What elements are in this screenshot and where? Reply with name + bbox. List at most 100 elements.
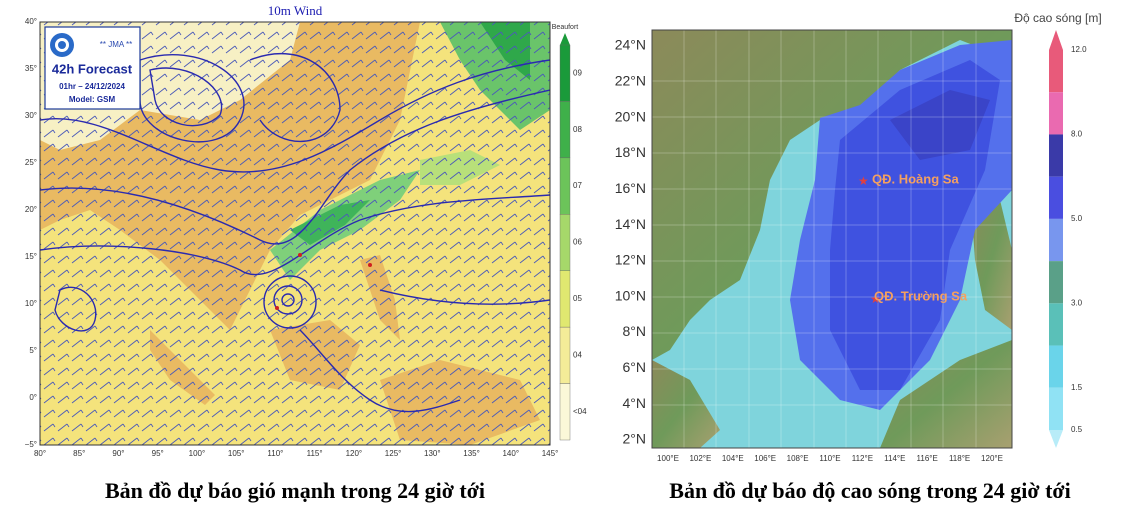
wave-map: ★ ★ QĐ. Hoàng Sa QĐ. Trường Sa <box>652 30 1012 448</box>
colorbar-segment <box>559 214 571 271</box>
lat-label: 35° <box>25 64 37 73</box>
colorbar-label: 05 <box>573 294 582 303</box>
colorbar-label: 3.0 <box>1071 298 1083 307</box>
colorbar-title: Beaufort <box>552 24 579 31</box>
map-frame <box>651 29 1013 449</box>
colorbar-segment <box>1049 92 1063 135</box>
lat-label: 10°N <box>615 287 646 303</box>
lon-label: 95° <box>152 449 164 458</box>
caption: Bản đồ dự báo độ cao sóng trong 24 giờ t… <box>669 478 1070 503</box>
lat-label: 0° <box>29 393 37 402</box>
lat-label: 15° <box>25 252 37 261</box>
lat-label: 5° <box>29 346 37 355</box>
badge-model: Model: GSM <box>69 95 116 104</box>
colorbar-segment <box>1049 50 1063 93</box>
lon-label: 108°E <box>787 454 809 463</box>
lat-label: 20°N <box>615 108 646 124</box>
lon-label: 112°E <box>852 454 873 463</box>
lat-label: 4°N <box>623 395 647 411</box>
colorbar-segment <box>1049 176 1063 219</box>
wind-map <box>40 22 550 445</box>
lon-label: 104°E <box>722 454 744 463</box>
colorbar-segment <box>559 383 571 441</box>
lat-label: 6°N <box>623 359 647 375</box>
colorbar-segment <box>559 157 571 215</box>
lon-label: 135° <box>463 449 480 458</box>
colorbar-segment <box>1049 218 1063 262</box>
badge-agency: ** JMA ** <box>100 40 132 49</box>
lon-label: 102°E <box>689 454 711 463</box>
lon-label: 116°E <box>917 454 938 463</box>
colorbar-title: Độ cao sóng [m] <box>1014 11 1101 25</box>
lon-label: 110° <box>267 449 283 458</box>
beaufort-colorbar: 09 08 07 06 05 04 <04 <box>559 33 587 441</box>
lat-label: 30° <box>25 111 37 120</box>
place-label: QĐ. Trường Sa <box>874 288 968 303</box>
colorbar-label: <04 <box>573 407 587 416</box>
lat-label: 22°N <box>615 73 646 89</box>
colorbar-label: 06 <box>573 238 582 247</box>
lon-label: 80° <box>34 449 46 458</box>
lon-label: 118°E <box>949 454 970 463</box>
lat-label: 16°N <box>615 180 646 196</box>
colorbar-arrow <box>1049 30 1063 50</box>
lon-label: 110°E <box>819 454 840 463</box>
badge-forecast: 42h Forecast <box>52 61 133 76</box>
lon-label: 114°E <box>884 454 905 463</box>
colorbar-label: 0.5 <box>1071 425 1083 434</box>
lon-label: 106°E <box>754 454 776 463</box>
lat-label: 8°N <box>623 323 647 339</box>
colorbar-segment <box>1049 134 1063 177</box>
lon-label: 120° <box>346 449 363 458</box>
colorbar-segment <box>1049 261 1063 304</box>
lon-label: 120°E <box>981 454 1003 463</box>
marker: ★ <box>858 174 869 188</box>
colorbar-segment <box>1049 387 1063 430</box>
map-title: 10m Wind <box>268 3 323 18</box>
lon-label: 90° <box>112 449 124 458</box>
lon-label: 125° <box>385 449 402 458</box>
colorbar-arrow <box>560 33 570 45</box>
colorbar-label: 04 <box>573 350 582 359</box>
colorbar-label: 8.0 <box>1071 130 1083 139</box>
lat-label: 24°N <box>615 37 646 53</box>
colorbar-segment <box>1049 303 1063 346</box>
lat-label: 10° <box>25 299 37 308</box>
colorbar-label: 09 <box>573 68 582 77</box>
wave-colorbar: 12.0 8.0 5.0 3.0 1.5 0.5 <box>1049 30 1087 448</box>
colorbar-label: 12.0 <box>1071 45 1087 54</box>
lon-label: 145° <box>542 449 559 458</box>
lat-label: 2°N <box>623 431 647 447</box>
lat-label: 40° <box>25 17 37 26</box>
lon-label: 130° <box>424 449 441 458</box>
colorbar-segment <box>1049 345 1063 388</box>
lon-label: 85° <box>73 449 85 458</box>
axis-labels: 80° 85° 90° 95° 100° 105° 110° 115° 120° 125° 130°… <box>25 17 1003 463</box>
colorbar-arrow <box>1049 430 1063 448</box>
colorbar-label: 08 <box>573 125 582 134</box>
marker: ★ <box>870 292 881 306</box>
place-label: QĐ. Hoàng Sa <box>872 171 959 186</box>
map-frame <box>39 21 551 446</box>
colorbar-segment <box>559 270 571 328</box>
lat-label: 12°N <box>615 252 646 268</box>
lon-label: 100°E <box>657 454 679 463</box>
lon-label: 105° <box>228 449 245 458</box>
lon-label: 115° <box>307 449 323 458</box>
colorbar-label: 5.0 <box>1071 214 1083 223</box>
caption: Bản đồ dự báo gió mạnh trong 24 giờ tới <box>105 478 485 503</box>
colorbar-segment <box>559 101 571 159</box>
forecast-badge: ** JMA ** 42h Forecast 01hr – 24/12/2024… <box>44 26 141 110</box>
lon-label: 140° <box>502 449 519 458</box>
colorbar-label: 07 <box>573 181 582 190</box>
lat-label: 25° <box>25 158 37 167</box>
lat-label: 18°N <box>615 144 646 160</box>
badge-time: 01hr – 24/12/2024 <box>59 82 125 91</box>
lat-label: 14°N <box>615 216 646 232</box>
colorbar-segment <box>559 44 571 102</box>
lon-label: 100° <box>189 449 206 458</box>
colorbar-segment <box>559 326 571 384</box>
colorbar-label: 1.5 <box>1071 383 1083 392</box>
lat-label: −5° <box>25 440 37 449</box>
